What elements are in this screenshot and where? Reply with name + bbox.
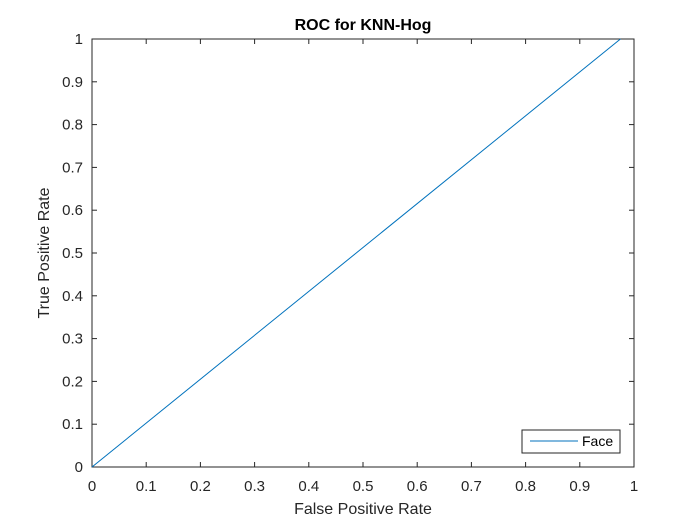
x-tick-label: 0.1: [136, 478, 157, 495]
y-tick-label: 0.9: [62, 74, 83, 91]
y-tick-label: 1: [75, 31, 83, 48]
x-tick-label: 0.4: [298, 478, 319, 495]
x-tick-label: 0.6: [407, 478, 428, 495]
series-lines: [91, 38, 621, 468]
y-tick-label: 0.1: [62, 416, 83, 433]
axis-ticks: [91, 38, 635, 468]
x-tick-label: 0.3: [244, 478, 265, 495]
y-tick-label: 0: [75, 459, 83, 476]
y-tick-label: 0.8: [62, 117, 83, 134]
y-axis-label: True Positive Rate: [36, 187, 53, 318]
legend-entry-label: Face: [582, 433, 613, 449]
y-tick-label: 0.7: [62, 159, 83, 176]
series-line-0: [91, 38, 621, 468]
y-tick-label: 0.6: [62, 202, 83, 219]
legend: Face: [521, 429, 621, 454]
y-tick-label: 0.3: [62, 331, 83, 348]
y-tick-label: 0.4: [62, 288, 83, 305]
x-tick-label: 0.5: [353, 478, 374, 495]
x-tick-label: 0.9: [569, 478, 590, 495]
plot-area: [91, 38, 635, 468]
x-tick-label: 0.7: [461, 478, 482, 495]
chart-title: ROC for KNN-Hog: [295, 17, 432, 34]
x-tick-label: 0: [88, 478, 96, 495]
y-tick-label: 0.5: [62, 245, 83, 262]
x-tick-label: 0.2: [190, 478, 211, 495]
x-axis-label: False Positive Rate: [294, 501, 432, 518]
x-tick-label: 1: [630, 478, 638, 495]
y-tick-label: 0.2: [62, 373, 83, 390]
x-tick-label: 0.8: [515, 478, 536, 495]
tick-labels: 0 0.1 0.2 0.3 0.4 0.5 0.6 0.7 0.8 0.9 1 0 0.1 0.2 0.3 0…: [62, 31, 638, 495]
